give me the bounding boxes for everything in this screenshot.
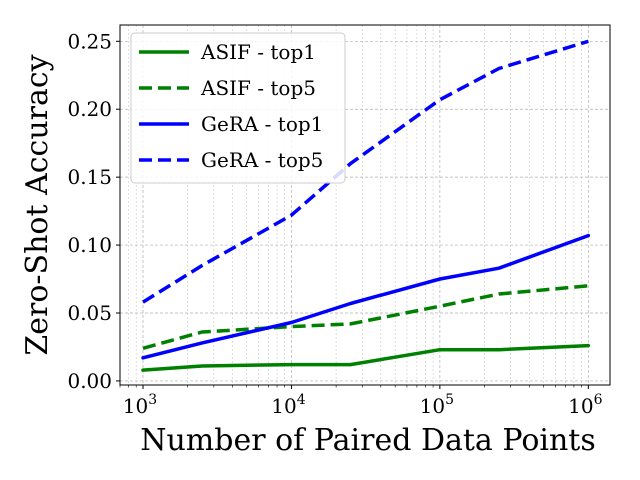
y-tick-label: 0.15 — [67, 165, 112, 189]
x-axis-label: Number of Paired Data Points — [140, 423, 596, 458]
series-layer — [141, 39, 591, 372]
x-tick-label: 106 — [568, 392, 602, 418]
series-line-3 — [142, 39, 589, 304]
plot-frame — [119, 24, 611, 386]
y-tick-label: 0.25 — [67, 29, 112, 53]
series-line-0 — [141, 343, 591, 372]
x-axis-ticks: 103 104 105 106 — [123, 385, 603, 418]
legend: ASIF - top1 ASIF - top5 GeRA - top1 GeRA - … — [130, 32, 346, 184]
y-axis-label: Zero-Shot Accuracy — [20, 54, 55, 355]
legend-label-3: GeRA - top5 — [201, 148, 323, 172]
legend-box — [130, 32, 346, 184]
legend-label-1: ASIF - top5 — [200, 76, 316, 100]
x-tick-label: 104 — [271, 392, 305, 418]
y-tick-label: 0.05 — [67, 301, 112, 325]
y-axis-ticks: 0.00 0.05 0.10 0.15 0.20 0.25 — [67, 29, 120, 393]
series-line-2 — [141, 233, 591, 360]
series-line-1 — [142, 284, 589, 350]
x-tick-label: 105 — [420, 392, 454, 418]
y-tick-label: 0.00 — [67, 369, 112, 393]
y-tick-label: 0.20 — [67, 97, 112, 121]
legend-label-0: ASIF - top1 — [200, 40, 316, 64]
legend-label-2: GeRA - top1 — [201, 112, 323, 136]
y-tick-label: 0.10 — [67, 233, 112, 257]
x-tick-label: 103 — [123, 392, 157, 418]
